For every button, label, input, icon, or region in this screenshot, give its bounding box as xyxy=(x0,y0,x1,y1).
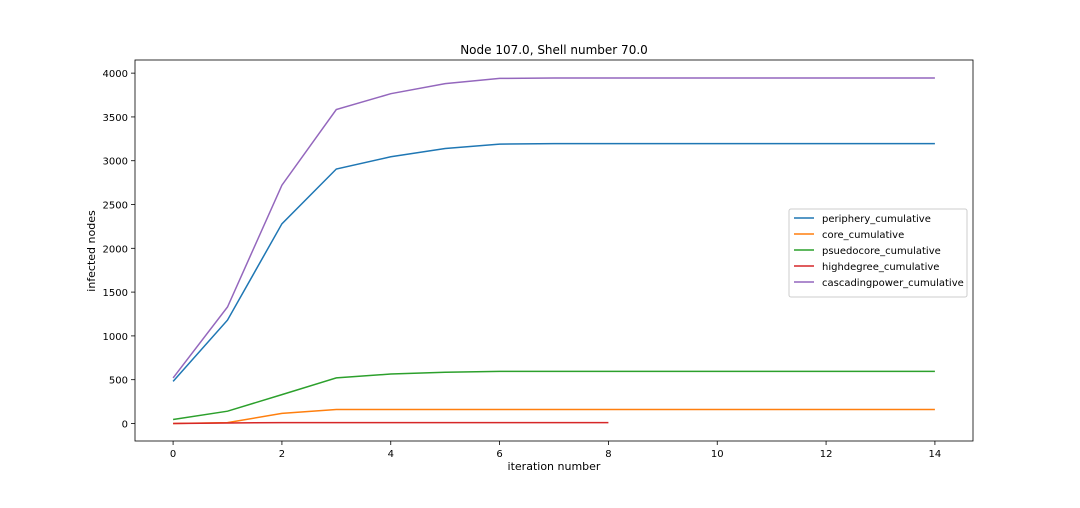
legend-label: core_cumulative xyxy=(822,230,904,241)
x-tick-label: 2 xyxy=(279,449,285,460)
series-line-psuedocore_cumulative xyxy=(172,370,935,421)
legend-label: highdegree_cumulative xyxy=(822,262,939,273)
y-tick-label: 1500 xyxy=(103,288,128,299)
y-tick-label: 2500 xyxy=(103,201,128,212)
x-tick-label: 6 xyxy=(496,449,502,460)
y-tick-label: 2000 xyxy=(103,244,128,255)
legend-label: psuedocore_cumulative xyxy=(822,246,941,257)
y-axis-label: infected nodes xyxy=(85,210,98,292)
x-axis-label: iteration number xyxy=(508,460,601,473)
y-tick-label: 3500 xyxy=(103,113,128,124)
y-tick-label: 4000 xyxy=(103,69,128,80)
legend: periphery_cumulative core_cumulativepsued… xyxy=(788,208,968,298)
series-lines xyxy=(172,77,935,425)
legend-box xyxy=(788,208,968,298)
x-tick-label: 0 xyxy=(170,449,176,460)
plot-frame xyxy=(134,59,974,442)
series-line-core_cumulative xyxy=(173,408,935,425)
series-line-periphery_cumulative xyxy=(172,142,935,382)
y-tick-label: 0 xyxy=(122,419,128,430)
legend-label: periphery_cumulative xyxy=(822,214,931,225)
y-tick-label: 500 xyxy=(109,376,128,387)
y-tick-label: 3000 xyxy=(103,157,128,168)
x-tick-label: 8 xyxy=(605,449,611,460)
legend-label: cascadingpower_cumulative xyxy=(822,278,964,289)
x-tick-label: 10 xyxy=(711,449,724,460)
series-line-cascadingpower_cumulative xyxy=(172,77,935,379)
chart-title: Node 107.0, Shell number 70.0 xyxy=(460,43,648,57)
x-axis-ticks: 0 2 4 6 8 10 12 14 xyxy=(170,441,941,460)
y-tick-label: 1000 xyxy=(103,332,128,343)
x-tick-label: 12 xyxy=(820,449,833,460)
x-tick-label: 14 xyxy=(929,449,942,460)
series-line-highdegree_cumulative xyxy=(173,421,609,425)
x-tick-label: 4 xyxy=(388,449,394,460)
y-axis-ticks: 0 500 1000 1500 2000 2500 3000 3500 4000 xyxy=(103,69,135,430)
